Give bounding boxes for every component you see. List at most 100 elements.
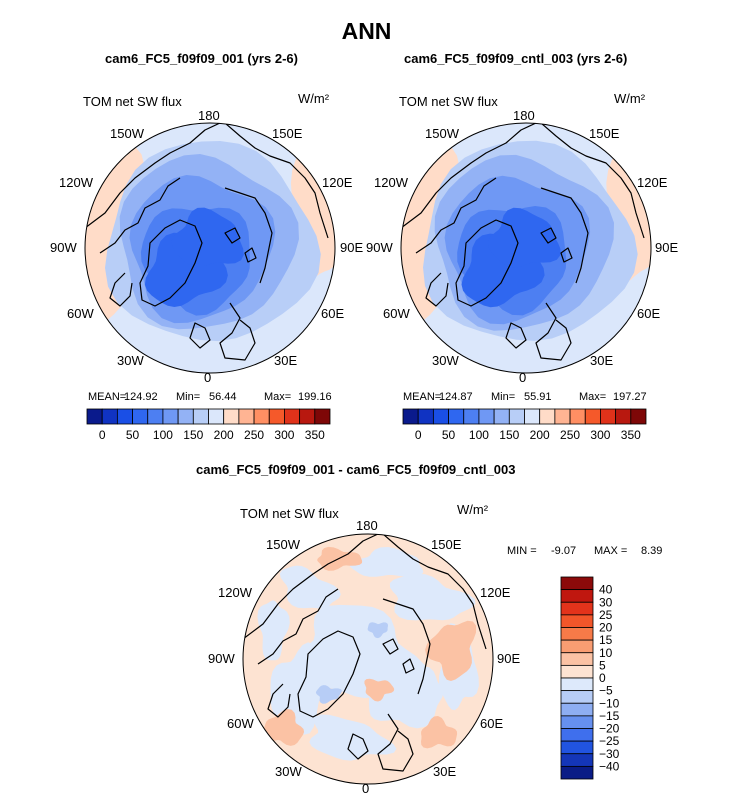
colorbar-swatch <box>86 408 103 425</box>
colorbar-swatch <box>162 408 179 425</box>
colorbar-swatch <box>560 753 594 767</box>
panel-1-units: W/m² <box>298 91 330 106</box>
coastline-scandinavia <box>535 302 572 361</box>
panel-2-variable: TOM net SW flux <box>399 94 498 109</box>
colorbar-swatch <box>432 408 449 425</box>
colorbar-tick-label: 50 <box>126 428 140 442</box>
colorbar-swatch <box>238 408 255 425</box>
panel-2-map <box>400 122 652 374</box>
colorbar-tick-label: 40 <box>599 583 613 597</box>
field-band <box>317 546 363 571</box>
colorbar-swatch <box>560 740 594 755</box>
panel-3-min-label: MIN = <box>507 545 537 557</box>
coastline-svalbard <box>224 227 241 244</box>
colorbar-swatch <box>177 408 194 425</box>
colorbar-swatch <box>560 639 594 654</box>
panel-3-lon-label: 60E <box>480 716 504 731</box>
map-field <box>243 534 493 784</box>
coastline-arctic-archipelago <box>415 177 497 254</box>
colorbar-swatch <box>101 408 118 425</box>
colorbar-swatch <box>463 408 480 425</box>
coastline-svalbard <box>540 227 557 244</box>
panel-2-mean-label: MEAN= <box>403 391 442 403</box>
panel-2-title: cam6_FC5_f09f09_cntl_003 (yrs 2-6) <box>404 51 628 66</box>
panel-1-lon-label: 60W <box>67 306 94 321</box>
colorbar-swatch <box>560 690 594 704</box>
coastline-north-america <box>243 534 379 640</box>
field-band <box>425 620 477 681</box>
coastline-greenland <box>455 219 519 307</box>
panel-2-min-value: 55.91 <box>524 391 552 403</box>
panel-2-min-label: Min= <box>491 391 516 403</box>
coastline-iceland <box>347 733 369 760</box>
colorbar-tick-label: 0 <box>599 671 606 685</box>
panel-1-title: cam6_FC5_f09f09_001 (yrs 2-6) <box>105 51 298 66</box>
panel-1-map <box>84 122 336 374</box>
colorbar-tick-label: 150 <box>499 428 519 442</box>
colorbar-swatch <box>208 408 225 425</box>
panel-2-colorbar: 0 50 100 150 200 250 300 350 <box>402 408 647 442</box>
panel-1-variable: TOM net SW flux <box>83 94 182 109</box>
colorbar-swatch <box>299 408 316 425</box>
colorbar-tick-label: 300 <box>274 428 294 442</box>
panel-3-lon-label: 180 <box>356 518 378 533</box>
panel-1-lon-label: 90E <box>340 240 364 255</box>
panel-1-lon-label: 30E <box>274 353 298 368</box>
coastline-siberia <box>224 123 329 239</box>
panel-2-lon-label: 60E <box>637 306 661 321</box>
coastline-north-america <box>401 123 537 229</box>
coastline-siberia <box>540 123 645 239</box>
colorbar-tick-label: 250 <box>560 428 580 442</box>
colorbar-tick-label: −15 <box>599 709 620 723</box>
colorbar-swatch <box>147 408 164 425</box>
colorbar-swatch <box>584 408 601 425</box>
panel-2-mean-value: 124.87 <box>439 391 473 403</box>
coastline-arctic-archipelago <box>99 177 181 254</box>
colorbar-tick-label: 15 <box>599 633 613 647</box>
colorbar-tick-label: 25 <box>599 608 613 622</box>
coastline-arctic-russia <box>382 598 431 695</box>
field-band <box>421 716 458 749</box>
panel-1-max-label: Max= <box>264 391 292 403</box>
colorbar-tick-label: 350 <box>305 428 325 442</box>
colorbar-tick-label: 150 <box>183 428 203 442</box>
colorbar-tick-label: 0 <box>99 428 106 442</box>
colorbar-swatch <box>560 589 594 603</box>
coastline-greenland <box>297 630 361 718</box>
colorbar-tick-label: 20 <box>599 621 613 635</box>
field-band <box>487 207 561 268</box>
panel-3-variable: TOM net SW flux <box>240 506 339 521</box>
panel-2-max-value: 197.27 <box>613 391 647 403</box>
panel-3-lon-label: 120E <box>480 585 511 600</box>
panel-1-lon-label: 150E <box>272 126 303 141</box>
coastline-hudson-bay <box>267 683 291 718</box>
map-boundary <box>242 533 494 785</box>
panel-2-lon-label: 60W <box>383 306 410 321</box>
map-boundary <box>400 122 652 374</box>
colorbar-tick-label: 100 <box>469 428 489 442</box>
colorbar-swatch <box>223 408 240 425</box>
panel-1-min-value: 56.44 <box>209 391 237 403</box>
colorbar-swatch <box>268 408 285 425</box>
colorbar-swatch <box>539 408 556 425</box>
coastline-iceland <box>189 322 211 349</box>
colorbar-tick-label: 200 <box>214 428 234 442</box>
colorbar-swatch <box>402 408 419 425</box>
coastline-iceland <box>505 322 527 349</box>
panel-2-lon-label: 180 <box>513 108 535 123</box>
coastline-scandinavia <box>219 302 256 361</box>
panel-3-map <box>242 533 494 785</box>
field-band <box>364 678 395 702</box>
colorbar-tick-label: 300 <box>590 428 610 442</box>
colorbar-tick-label: 100 <box>153 428 173 442</box>
colorbar-tick-label: 10 <box>599 646 613 660</box>
panel-3-lon-label: 0 <box>362 781 370 796</box>
panel-1-lon-label: 150W <box>110 126 144 141</box>
colorbar-tick-label: 5 <box>599 658 606 672</box>
colorbar-swatch <box>560 627 594 641</box>
colorbar-swatch <box>132 408 149 425</box>
colorbar-swatch <box>560 677 594 692</box>
map-field <box>85 123 335 373</box>
panel-2-lon-label: 120E <box>637 175 668 190</box>
